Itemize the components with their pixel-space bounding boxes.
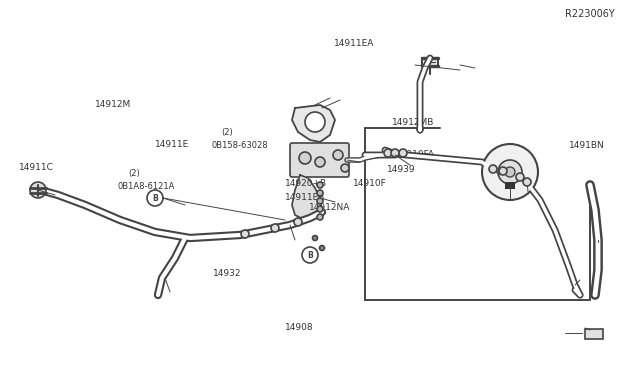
Text: 14910F: 14910F	[353, 179, 387, 187]
Bar	[585, 329, 603, 339]
Text: 14912MB: 14912MB	[392, 118, 435, 127]
Text: 14932: 14932	[213, 269, 241, 278]
Circle shape	[315, 157, 325, 167]
Text: 14920+B: 14920+B	[285, 179, 327, 187]
Circle shape	[391, 149, 399, 157]
Text: 14912NA: 14912NA	[309, 203, 351, 212]
Circle shape	[294, 218, 302, 226]
Text: R223006Y: R223006Y	[564, 9, 614, 19]
Circle shape	[317, 206, 323, 212]
Text: 14912M: 14912M	[95, 100, 131, 109]
Text: 0B158-63028: 0B158-63028	[211, 141, 268, 150]
Text: 14911C: 14911C	[19, 163, 54, 172]
Circle shape	[299, 152, 311, 164]
Text: B: B	[152, 193, 158, 202]
Circle shape	[317, 198, 323, 204]
Circle shape	[516, 173, 524, 181]
Text: 0B1A8-6121A: 0B1A8-6121A	[117, 182, 175, 190]
Circle shape	[399, 149, 407, 157]
Circle shape	[384, 149, 392, 157]
Circle shape	[317, 190, 323, 196]
Circle shape	[489, 165, 497, 173]
Circle shape	[30, 182, 46, 198]
Text: 14939: 14939	[387, 165, 416, 174]
Text: (2): (2)	[128, 169, 140, 178]
Circle shape	[317, 214, 323, 220]
Circle shape	[499, 167, 507, 175]
Polygon shape	[292, 105, 335, 142]
Text: 14911EB: 14911EB	[285, 193, 325, 202]
Bar	[505, 182, 515, 189]
Circle shape	[241, 230, 249, 238]
Circle shape	[312, 235, 317, 241]
Text: 14910FA: 14910FA	[396, 150, 435, 159]
FancyBboxPatch shape	[290, 143, 349, 177]
Circle shape	[523, 178, 531, 186]
Circle shape	[317, 182, 323, 188]
Circle shape	[505, 167, 515, 177]
Polygon shape	[292, 175, 322, 220]
Circle shape	[341, 164, 349, 172]
Circle shape	[498, 160, 522, 184]
Circle shape	[482, 144, 538, 200]
Circle shape	[305, 112, 325, 132]
Text: B: B	[307, 250, 313, 260]
Text: 14911EA: 14911EA	[334, 39, 374, 48]
Text: 14908: 14908	[285, 323, 314, 332]
Circle shape	[333, 150, 343, 160]
Circle shape	[147, 190, 163, 206]
Text: 1491BN: 1491BN	[569, 141, 605, 150]
Circle shape	[319, 246, 324, 250]
Text: 14911E: 14911E	[155, 140, 189, 149]
Circle shape	[302, 247, 318, 263]
Circle shape	[271, 224, 279, 232]
Text: (2): (2)	[221, 128, 232, 137]
